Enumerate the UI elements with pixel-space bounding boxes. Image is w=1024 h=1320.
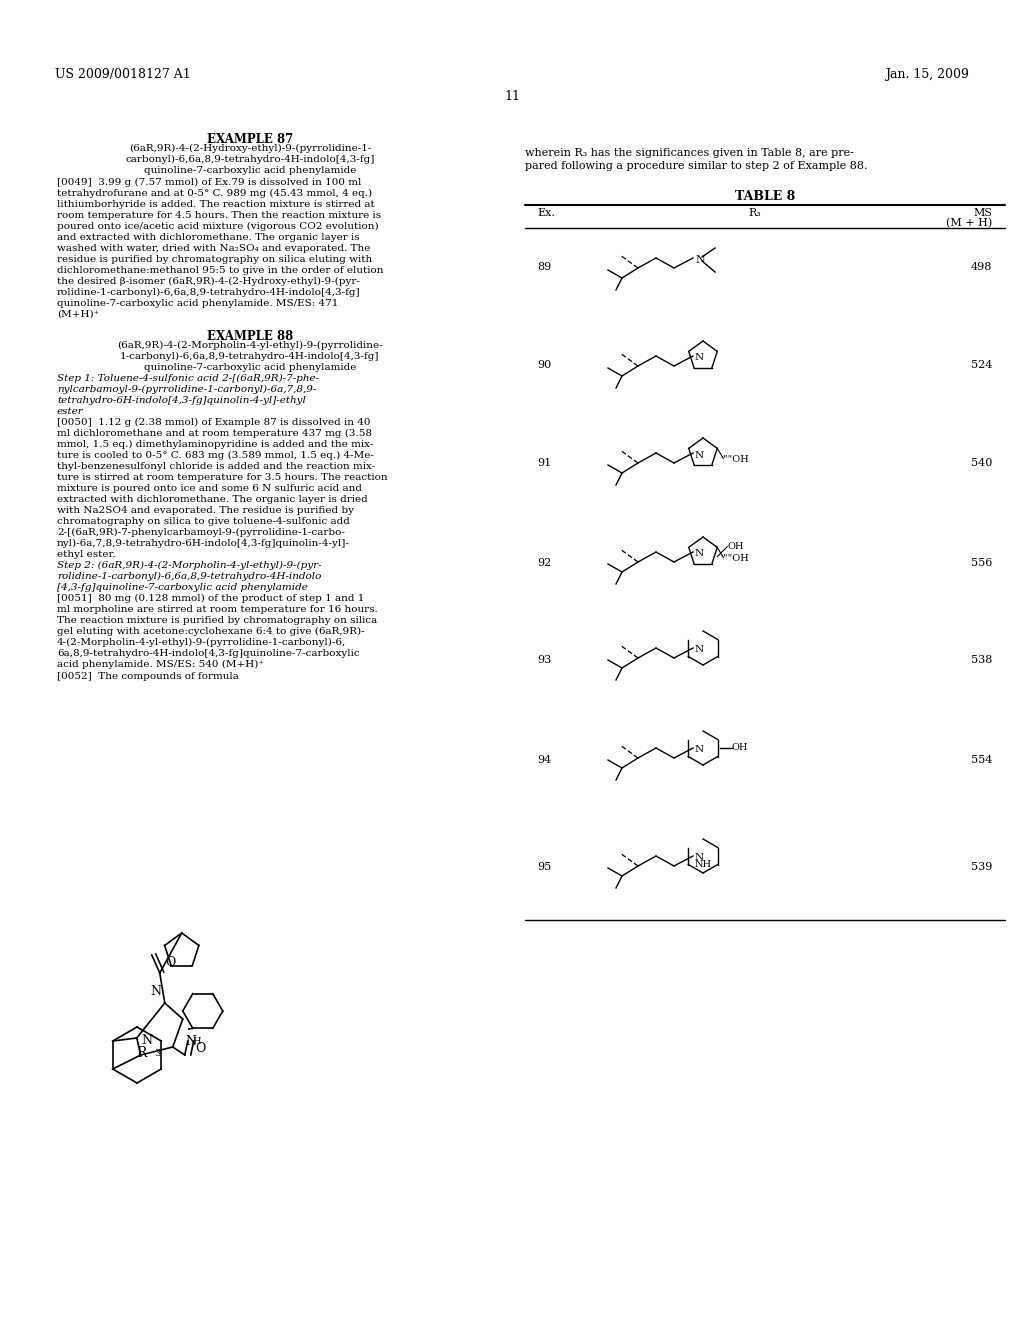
Text: wherein R₃ has the significances given in Table 8, are pre-: wherein R₃ has the significances given i…	[525, 148, 854, 158]
Text: US 2009/0018127 A1: US 2009/0018127 A1	[55, 69, 190, 81]
Text: TABLE 8: TABLE 8	[735, 190, 795, 203]
Text: 539: 539	[971, 862, 992, 873]
Text: 11: 11	[504, 90, 520, 103]
Text: room temperature for 4.5 hours. Then the reaction mixture is: room temperature for 4.5 hours. Then the…	[57, 211, 381, 220]
Text: 93: 93	[537, 655, 551, 665]
Text: EXAMPLE 87: EXAMPLE 87	[207, 133, 293, 147]
Text: ml dichloromethane and at room temperature 437 mg (3.58: ml dichloromethane and at room temperatu…	[57, 429, 372, 438]
Text: mmol, 1.5 eq.) dimethylaminopyridine is added and the mix-: mmol, 1.5 eq.) dimethylaminopyridine is …	[57, 440, 374, 449]
Text: rolidine-1-carbonyl)-6,6a,8,9-tetrahydro-4H-indolo: rolidine-1-carbonyl)-6,6a,8,9-tetrahydro…	[57, 572, 322, 581]
Text: N: N	[695, 746, 705, 755]
Text: pared following a procedure similar to step 2 of Example 88.: pared following a procedure similar to s…	[525, 161, 867, 172]
Text: quinoline-7-carboxylic acid phenylamide: quinoline-7-carboxylic acid phenylamide	[143, 363, 356, 372]
Text: 92: 92	[537, 558, 551, 568]
Text: ml morpholine are stirred at room temperature for 16 hours.: ml morpholine are stirred at room temper…	[57, 605, 378, 614]
Text: tetrahydro-6H-indolo[4,3-fg]quinolin-4-yl]-ethyl: tetrahydro-6H-indolo[4,3-fg]quinolin-4-y…	[57, 396, 306, 405]
Text: OH: OH	[727, 543, 743, 552]
Text: carbonyl)-6,6a,8,9-tetrahydro-4H-indolo[4,3-fg]: carbonyl)-6,6a,8,9-tetrahydro-4H-indolo[…	[125, 154, 375, 164]
Text: (6aR,9R)-4-(2-Hydroxy-ethyl)-9-(pyrrolidine-1-: (6aR,9R)-4-(2-Hydroxy-ethyl)-9-(pyrrolid…	[129, 144, 371, 153]
Text: thyl-benzenesulfonyl chloride is added and the reaction mix-: thyl-benzenesulfonyl chloride is added a…	[57, 462, 375, 471]
Text: 538: 538	[971, 655, 992, 665]
Text: with Na2SO4 and evaporated. The residue is purified by: with Na2SO4 and evaporated. The residue …	[57, 506, 354, 515]
Text: N: N	[695, 549, 705, 558]
Text: tetrahydrofurane and at 0-5° C. 989 mg (45.43 mmol, 4 eq.): tetrahydrofurane and at 0-5° C. 989 mg (…	[57, 189, 372, 198]
Text: MS: MS	[973, 209, 992, 218]
Text: 90: 90	[537, 360, 551, 370]
Text: (M + H): (M + H)	[946, 218, 992, 228]
Text: 89: 89	[537, 261, 551, 272]
Text: 4-(2-Morpholin-4-yl-ethyl)-9-(pyrrolidine-1-carbonyl)-6,: 4-(2-Morpholin-4-yl-ethyl)-9-(pyrrolidin…	[57, 638, 346, 647]
Text: Step 1: Toluene-4-sulfonic acid 2-[(6aR,9R)-7-phe-: Step 1: Toluene-4-sulfonic acid 2-[(6aR,…	[57, 374, 319, 383]
Text: dichloromethane:methanol 95:5 to give in the order of elution: dichloromethane:methanol 95:5 to give in…	[57, 267, 384, 275]
Text: [0052]  The compounds of formula: [0052] The compounds of formula	[57, 672, 239, 681]
Text: poured onto ice/acetic acid mixture (vigorous CO2 evolution): poured onto ice/acetic acid mixture (vig…	[57, 222, 379, 231]
Text: 2-[(6aR,9R)-7-phenylcarbamoyl-9-(pyrrolidine-1-carbo-: 2-[(6aR,9R)-7-phenylcarbamoyl-9-(pyrroli…	[57, 528, 345, 537]
Text: ethyl ester.: ethyl ester.	[57, 550, 116, 558]
Text: gel eluting with acetone:cyclohexane 6:4 to give (6aR,9R)-: gel eluting with acetone:cyclohexane 6:4…	[57, 627, 365, 636]
Text: N: N	[695, 450, 705, 459]
Text: N: N	[695, 255, 705, 265]
Text: [4,3-fg]quinoline-7-carboxylic acid phenylamide: [4,3-fg]quinoline-7-carboxylic acid phen…	[57, 583, 308, 591]
Text: N: N	[185, 1035, 197, 1048]
Text: 540: 540	[971, 458, 992, 469]
Text: ""OH: ""OH	[723, 455, 749, 463]
Text: O: O	[165, 957, 175, 969]
Text: R: R	[136, 1045, 146, 1060]
Text: ture is cooled to 0-5° C. 683 mg (3.589 mmol, 1.5 eq.) 4-Me-: ture is cooled to 0-5° C. 683 mg (3.589 …	[57, 451, 374, 461]
Text: quinoline-7-carboxylic acid phenylamide: quinoline-7-carboxylic acid phenylamide	[143, 166, 356, 176]
Text: N: N	[141, 1034, 153, 1047]
Text: OH: OH	[732, 743, 749, 752]
Text: O: O	[195, 1041, 205, 1055]
Text: 524: 524	[971, 360, 992, 370]
Text: ""OH: ""OH	[723, 554, 749, 562]
Text: (M+H)⁺: (M+H)⁺	[57, 310, 99, 319]
Text: N: N	[695, 645, 705, 655]
Text: The reaction mixture is purified by chromatography on silica: The reaction mixture is purified by chro…	[57, 616, 377, 624]
Text: ture is stirred at room temperature for 3.5 hours. The reaction: ture is stirred at room temperature for …	[57, 473, 388, 482]
Text: chromatography on silica to give toluene-4-sulfonic add: chromatography on silica to give toluene…	[57, 517, 350, 525]
Text: 554: 554	[971, 755, 992, 766]
Text: nyl)-6a,7,8,9-tetrahydro-6H-indolo[4,3-fg]quinolin-4-yl]-: nyl)-6a,7,8,9-tetrahydro-6H-indolo[4,3-f…	[57, 539, 350, 548]
Text: 1-carbonyl)-6,6a,8,9-tetrahydro-4H-indolo[4,3-fg]: 1-carbonyl)-6,6a,8,9-tetrahydro-4H-indol…	[120, 352, 380, 362]
Text: Step 2: (6aR,9R)-4-(2-Morpholin-4-yl-ethyl)-9-(pyr-: Step 2: (6aR,9R)-4-(2-Morpholin-4-yl-eth…	[57, 561, 322, 570]
Text: H: H	[193, 1038, 202, 1045]
Text: 3: 3	[155, 1049, 161, 1059]
Text: ester: ester	[57, 407, 84, 416]
Text: R₃: R₃	[749, 209, 762, 218]
Text: EXAMPLE 88: EXAMPLE 88	[207, 330, 293, 343]
Text: mixture is poured onto ice and some 6 N sulfuric acid and: mixture is poured onto ice and some 6 N …	[57, 484, 362, 492]
Text: [0051]  80 mg (0.128 mmol) of the product of step 1 and 1: [0051] 80 mg (0.128 mmol) of the product…	[57, 594, 365, 603]
Text: N: N	[151, 985, 162, 998]
Text: 95: 95	[537, 862, 551, 873]
Text: extracted with dichloromethane. The organic layer is dried: extracted with dichloromethane. The orga…	[57, 495, 368, 504]
Text: acid phenylamide. MS/ES: 540 (M+H)⁺: acid phenylamide. MS/ES: 540 (M+H)⁺	[57, 660, 264, 669]
Text: the desired β-isomer (6aR,9R)-4-(2-Hydroxy-ethyl)-9-(pyr-: the desired β-isomer (6aR,9R)-4-(2-Hydro…	[57, 277, 359, 286]
Text: N: N	[695, 354, 705, 363]
Text: 91: 91	[537, 458, 551, 469]
Text: 6a,8,9-tetrahydro-4H-indolo[4,3-fg]quinoline-7-carboxylic: 6a,8,9-tetrahydro-4H-indolo[4,3-fg]quino…	[57, 649, 359, 657]
Text: quinoline-7-carboxylic acid phenylamide. MS/ES: 471: quinoline-7-carboxylic acid phenylamide.…	[57, 300, 338, 308]
Text: lithiumborhyride is added. The reaction mixture is stirred at: lithiumborhyride is added. The reaction …	[57, 201, 375, 209]
Text: rolidine-1-carbonyl)-6,6a,8,9-tetrahydro-4H-indolo[4,3-fg]: rolidine-1-carbonyl)-6,6a,8,9-tetrahydro…	[57, 288, 360, 297]
Text: washed with water, dried with Na₂SO₄ and evaporated. The: washed with water, dried with Na₂SO₄ and…	[57, 244, 371, 253]
Text: Ex.: Ex.	[537, 209, 555, 218]
Text: N: N	[695, 854, 705, 862]
Text: Jan. 15, 2009: Jan. 15, 2009	[885, 69, 969, 81]
Text: and extracted with dichloromethane. The organic layer is: and extracted with dichloromethane. The …	[57, 234, 359, 242]
Text: NH: NH	[694, 861, 712, 869]
Text: [0049]  3.99 g (7.57 mmol) of Ex.79 is dissolved in 100 ml: [0049] 3.99 g (7.57 mmol) of Ex.79 is di…	[57, 178, 361, 187]
Text: 94: 94	[537, 755, 551, 766]
Text: 556: 556	[971, 558, 992, 568]
Text: [0050]  1.12 g (2.38 mmol) of Example 87 is dissolved in 40: [0050] 1.12 g (2.38 mmol) of Example 87 …	[57, 418, 371, 428]
Text: residue is purified by chromatography on silica eluting with: residue is purified by chromatography on…	[57, 255, 373, 264]
Text: 498: 498	[971, 261, 992, 272]
Text: (6aR,9R)-4-(2-Morpholin-4-yl-ethyl)-9-(pyrrolidine-: (6aR,9R)-4-(2-Morpholin-4-yl-ethyl)-9-(p…	[117, 341, 383, 350]
Text: nylcarbamoyl-9-(pyrrolidine-1-carbonyl)-6a,7,8,9-: nylcarbamoyl-9-(pyrrolidine-1-carbonyl)-…	[57, 385, 316, 395]
